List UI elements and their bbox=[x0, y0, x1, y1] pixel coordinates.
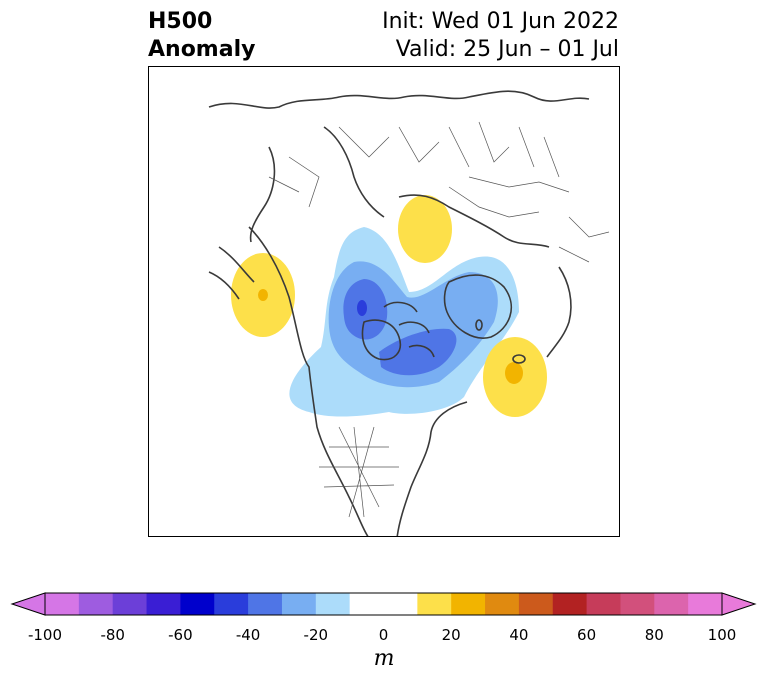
variable-label: H500 bbox=[148, 9, 213, 34]
colorbar-cell bbox=[146, 593, 181, 615]
colorbar-cell bbox=[417, 593, 452, 615]
positive-anomaly-east-core bbox=[505, 362, 523, 384]
colorbar-cell bbox=[112, 593, 148, 615]
colorbar-tick-label: -80 bbox=[100, 626, 125, 644]
colorbar-cell bbox=[45, 593, 80, 615]
colorbar-cell bbox=[688, 593, 723, 615]
colorbar-tick-label: 20 bbox=[441, 626, 461, 644]
colorbar-cell bbox=[78, 593, 114, 615]
valid-period: Valid: 25 Jun – 01 Jul bbox=[395, 37, 619, 62]
coastlines bbox=[208, 90, 590, 536]
colorbar-tick-label: 60 bbox=[577, 626, 597, 644]
negative-anomaly-dark-2 bbox=[379, 328, 457, 376]
colorbar-cell bbox=[315, 593, 351, 615]
colorbar-cell bbox=[383, 593, 418, 615]
colorbar-cell bbox=[620, 593, 655, 615]
colorbar bbox=[10, 592, 757, 616]
map-title: H500 Anomaly bbox=[148, 8, 255, 64]
positive-anomaly-west-core bbox=[258, 289, 268, 301]
colorbar-cell bbox=[281, 593, 317, 615]
colorbar-tick-label: 80 bbox=[644, 626, 664, 644]
colorbar-cell bbox=[586, 593, 621, 615]
colorbar-tick-label: 40 bbox=[509, 626, 529, 644]
colorbar-unit: m bbox=[373, 646, 395, 671]
map-panel bbox=[148, 66, 620, 537]
negative-anomaly-core bbox=[357, 300, 367, 316]
anomaly-map bbox=[149, 90, 610, 536]
colorbar-tick-label: -60 bbox=[168, 626, 193, 644]
colorbar-tick-label: 100 bbox=[707, 626, 737, 644]
colorbar-tick-label: -40 bbox=[235, 626, 261, 644]
positive-anomaly-north bbox=[398, 195, 452, 263]
colorbar-under-arrow bbox=[10, 592, 46, 616]
borders bbox=[268, 121, 610, 518]
colorbar-cell bbox=[248, 593, 283, 615]
init-time: Init: Wed 01 Jun 2022 bbox=[382, 9, 619, 34]
time-info: Init: Wed 01 Jun 2022 Valid: 25 Jun – 01… bbox=[382, 8, 619, 64]
colorbar-cell bbox=[518, 593, 554, 615]
colorbar-cell bbox=[485, 593, 520, 615]
colorbar-tick-label: -100 bbox=[27, 626, 63, 644]
colorbar-cell bbox=[654, 593, 689, 615]
colorbar-cell bbox=[451, 593, 486, 615]
anomaly-label: Anomaly bbox=[148, 37, 256, 62]
colorbar-cell bbox=[552, 593, 588, 615]
colorbar-tick-label: -20 bbox=[303, 626, 329, 644]
colorbar-over-arrow bbox=[721, 592, 757, 616]
colorbar-cell bbox=[349, 593, 384, 615]
colorbar-cell bbox=[180, 593, 215, 615]
colorbar-tick-label: 0 bbox=[378, 626, 389, 644]
colorbar-cell bbox=[214, 593, 249, 615]
